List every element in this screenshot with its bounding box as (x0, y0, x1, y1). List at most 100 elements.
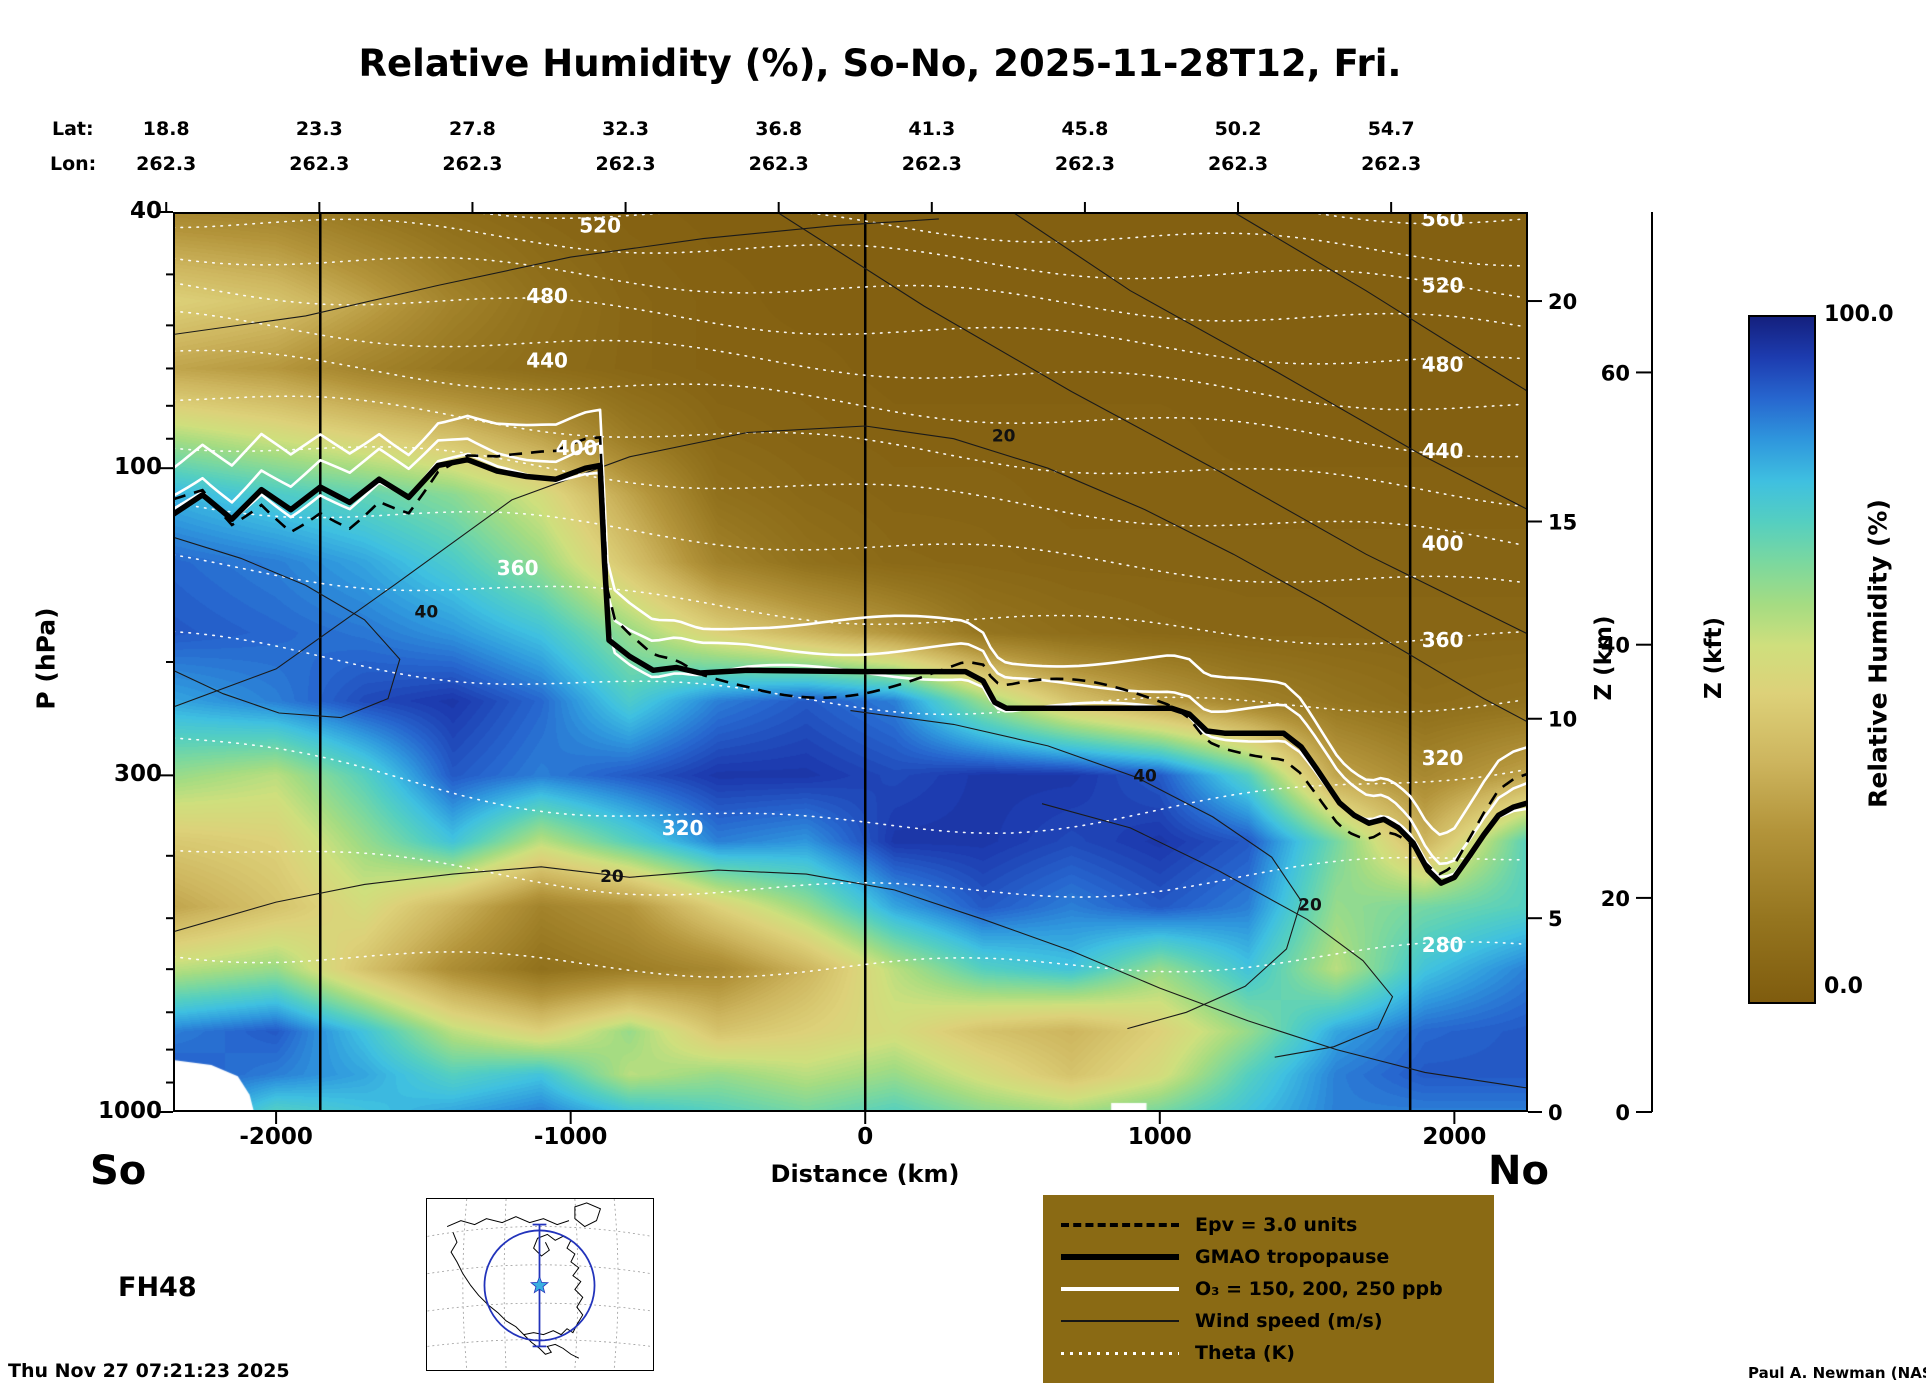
lat-tick-value: 27.8 (449, 118, 496, 140)
legend-line-wind (1061, 1320, 1179, 1322)
colorbar-min-label: 0.0 (1824, 974, 1863, 999)
ozone-contour-250 (173, 408, 1528, 836)
legend-entry-wind: Wind speed (m/s) (1061, 1305, 1476, 1337)
x-tick-label: -1000 (533, 1124, 608, 1150)
theta-label: 360 (497, 556, 539, 580)
theta-label: 360 (1422, 628, 1464, 652)
wind-speed-contour (1012, 212, 1528, 511)
zkft-axis-title: Z (kft) (1701, 617, 1727, 700)
theta-label: 320 (1422, 746, 1464, 770)
lat-tick-value: 54.7 (1367, 118, 1415, 140)
theta-label: 520 (579, 214, 621, 238)
zkft-tick-label: 20 (1601, 887, 1630, 911)
lon-tick-value: 262.3 (901, 153, 962, 175)
wind-speed-label: 20 (600, 867, 624, 887)
theta-label: 280 (1422, 933, 1464, 957)
zkft-tick-label: 0 (1615, 1101, 1630, 1125)
zkft-tick-label: 60 (1601, 361, 1630, 385)
theta-contour-540 (467, 212, 1522, 267)
zkm-tick-label: 15 (1548, 510, 1577, 534)
timestamp-label: Thu Nov 27 07:21:23 2025 (8, 1360, 290, 1382)
lon-tick-value: 262.3 (442, 153, 503, 175)
wind-speed-label: 40 (414, 603, 438, 623)
pressure-tick-label: 300 (113, 761, 162, 788)
lon-tick-value: 262.3 (289, 153, 350, 175)
contour-overlay: 520 480 440 400 360 320 560 520 480 440 400 360 320 2… (173, 212, 1528, 1112)
theta-contour-320 (173, 737, 1522, 835)
pressure-tick-label: 40 (129, 198, 162, 224)
wind-speed-contour (173, 218, 939, 336)
legend-entry-theta: Theta (K) (1061, 1337, 1476, 1369)
legend-entry-o3: O₃ = 150, 200, 250 ppb (1061, 1273, 1476, 1305)
wind-speed-contour (173, 536, 401, 719)
south-end-label: So (90, 1148, 147, 1194)
zkm-tick-label: 20 (1548, 290, 1577, 314)
theta-contour-360 (173, 553, 1522, 646)
theta-contour-380 (173, 501, 1522, 584)
x-tick-label: 1000 (1127, 1124, 1192, 1150)
theta-contour-520 (173, 218, 1522, 298)
lon-tick-value: 262.3 (1361, 153, 1422, 175)
zkm-tick-label: 10 (1548, 708, 1577, 732)
gmao-tropopause-line (173, 456, 1528, 886)
pressure-axis-title: P (hPa) (31, 607, 61, 710)
north-end-label: No (1488, 1148, 1549, 1194)
x-tick-label: -2000 (239, 1124, 313, 1150)
wind-speed-contour (173, 866, 1528, 1089)
colorbar-max-label: 100.0 (1824, 302, 1894, 327)
theta-label: 480 (526, 284, 568, 308)
legend-label-wind: Wind speed (m/s) (1195, 1310, 1383, 1332)
map-center-star (529, 1275, 550, 1294)
wind-speed-contour (1041, 803, 1394, 1058)
lon-tick-value: 262.3 (1054, 153, 1115, 175)
pressure-tick-label: 100 (113, 454, 162, 481)
x-tick-label: 2000 (1422, 1124, 1487, 1150)
zkm-tick-label: 5 (1548, 907, 1563, 931)
lat-tick-value: 32.3 (602, 118, 650, 140)
zkm-tick-label: 0 (1548, 1101, 1563, 1125)
plot-area: 520 480 440 400 360 320 560 520 480 440 400 360 320 2… (173, 212, 1528, 1112)
theta-contour-500 (173, 256, 1522, 327)
lat-tick-value: 23.3 (295, 118, 343, 140)
lat-tick-value: 18.8 (142, 118, 190, 140)
plot-border (173, 212, 1528, 1112)
theta-contour-460 (173, 310, 1522, 411)
colorbar (1748, 315, 1816, 1004)
ozone-contour-200 (173, 437, 1528, 866)
figure-title: Relative Humidity (%), So-No, 2025-11-28… (358, 42, 1402, 85)
lon-tick-value: 262.3 (1207, 153, 1269, 175)
lat-tick-value: 36.8 (755, 118, 803, 140)
theta-contour-440 (173, 349, 1522, 458)
lat-axis-values: 18.8 23.3 27.8 32.3 36.8 41.3 45.8 50.2 54.7 (0, 118, 1926, 148)
theta-label: 560 (1422, 212, 1464, 231)
ozone-contour-150 (173, 452, 1528, 879)
lat-tick-value: 50.2 (1214, 118, 1262, 140)
lat-axis-label: Lat: (52, 118, 94, 140)
lon-tick-value: 262.3 (595, 153, 656, 175)
legend-label-o3: O₃ = 150, 200, 250 ppb (1195, 1278, 1443, 1300)
theta-label: 400 (556, 436, 598, 460)
lon-axis-label: Lon: (50, 153, 97, 175)
inset-map (426, 1198, 654, 1371)
lon-tick-value: 262.3 (136, 153, 197, 175)
theta-label: 440 (526, 348, 568, 372)
lat-tick-value: 45.8 (1061, 118, 1109, 140)
theta-label: 520 (1422, 273, 1464, 297)
map-coastline (446, 1202, 602, 1359)
forecast-hour-label: FH48 (118, 1272, 197, 1303)
credit-label: Paul A. Newman (NASA (1748, 1364, 1926, 1382)
wind-speed-label: 40 (1133, 766, 1157, 786)
theta-label: 400 (1422, 532, 1464, 556)
legend-line-o3 (1061, 1287, 1179, 1291)
legend-line-tropopause (1061, 1254, 1179, 1260)
legend-entry-tropopause: GMAO tropopause (1061, 1241, 1476, 1273)
theta-contour-340 (173, 630, 1522, 716)
theta-label: 440 (1422, 439, 1464, 463)
legend-label-tropopause: GMAO tropopause (1195, 1246, 1390, 1268)
theta-contour-480 (173, 281, 1522, 365)
theta-contour-420 (173, 395, 1522, 507)
lat-tick-value: 41.3 (908, 118, 956, 140)
theta-contour-280 (173, 941, 1522, 978)
epv-contour (173, 435, 1528, 876)
legend-label-theta: Theta (K) (1195, 1342, 1295, 1364)
